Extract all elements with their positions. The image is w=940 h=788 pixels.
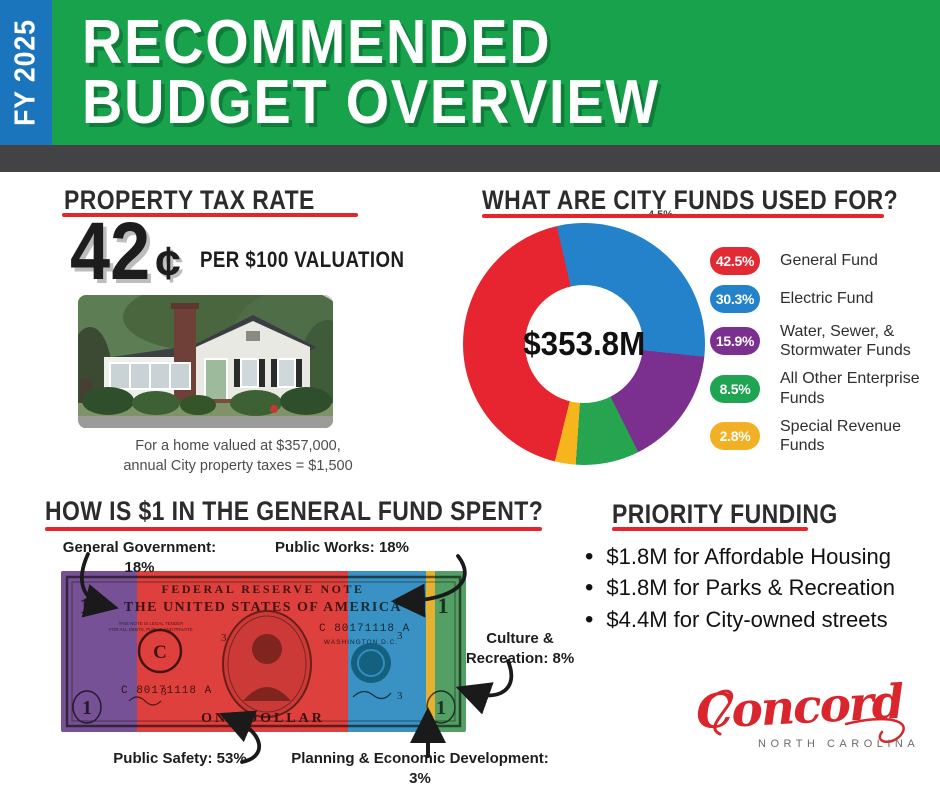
header-divider xyxy=(0,145,940,172)
label-general-government: General Government: 18% xyxy=(62,539,217,576)
dollar-bill-chart: FEDERAL RESERVE NOTE THE UNITED STATES O… xyxy=(61,571,466,732)
property-tax-underline xyxy=(62,213,358,217)
segment-public-works xyxy=(348,571,426,732)
city-funds-donut-chart: $353.8M xyxy=(463,223,705,465)
logo-flourish xyxy=(702,689,905,744)
label-public-safety: Public Safety: 53% xyxy=(113,750,247,767)
bullet-icon: • xyxy=(585,605,594,633)
priority-funding-underline xyxy=(612,527,808,531)
property-tax-heading: PROPERTY TAX RATE xyxy=(64,185,315,215)
segment-public-safety xyxy=(137,571,348,732)
percent-badge: 30.3% xyxy=(710,284,760,313)
fiscal-year-label: FY 2025 xyxy=(9,19,42,126)
legend-row-special-revenue: 2.8% Special Revenue Funds xyxy=(710,417,935,455)
list-item: • $1.8M for Affordable Housing xyxy=(585,543,891,570)
legend-row-electric-fund: 30.3% Electric Fund xyxy=(710,284,935,313)
page-title-line2: BUDGET OVERVIEW xyxy=(82,68,660,137)
priority-funding-heading: PRIORITY FUNDING xyxy=(612,499,838,529)
donut-legend: 42.5% General Fund 30.3% Electric Fund 1… xyxy=(710,246,935,455)
list-item: • $1.8M for Parks & Recreation xyxy=(585,574,895,602)
segment-planning xyxy=(426,571,435,732)
donut-hole: $353.8M xyxy=(522,285,646,403)
tax-rate-number: 42 xyxy=(70,206,151,297)
city-funds-heading: WHAT ARE CITY FUNDS USED FOR? xyxy=(482,185,899,215)
priority-funding-list: • $1.8M for Affordable Housing • $1.8M f… xyxy=(585,543,935,638)
legend-row-general-fund: 42.5% General Fund xyxy=(710,246,935,275)
legend-row-enterprise: 8.5% All Other Enterprise Funds xyxy=(710,369,935,407)
general-fund-underline xyxy=(45,527,542,531)
label-planning: Planning & Economic Development: 3% xyxy=(291,750,549,787)
bullet-icon: • xyxy=(585,543,594,570)
tax-rate-unit: PER $100 VALUATION xyxy=(200,247,405,272)
percent-badge: 15.9% xyxy=(710,327,760,356)
concord-logo: Concord NORTH CAROLINA xyxy=(686,674,926,768)
cent-symbol: ¢ xyxy=(155,237,181,290)
fiscal-year-strip: FY 2025 xyxy=(0,0,52,145)
city-funds-underline xyxy=(482,214,884,218)
legend-row-water-sewer: 15.9% Water, Sewer, & Stormwater Funds xyxy=(710,322,935,360)
percent-badge: 8.5% xyxy=(710,374,760,403)
general-fund-heading: HOW IS $1 IN THE GENERAL FUND SPENT? xyxy=(45,496,544,526)
tax-rate: 42 ¢ xyxy=(70,206,181,297)
page-title-line1: RECOMMENDED xyxy=(82,8,552,77)
house-photo xyxy=(78,295,333,428)
segment-general-government xyxy=(61,571,137,732)
percent-badge: 42.5% xyxy=(710,246,760,275)
logo-wordmark: Concord xyxy=(694,674,904,741)
logo-subtitle: NORTH CAROLINA xyxy=(758,738,920,750)
percent-badge: 2.8% xyxy=(710,421,760,450)
total-budget-label: $353.8M xyxy=(522,325,646,362)
header-band xyxy=(0,0,940,145)
list-item: • $4.4M for City-owned streets xyxy=(585,605,888,633)
tax-caption: For a home valued at $357,000, annual Ci… xyxy=(123,438,353,474)
label-public-works: Public Works: 18% xyxy=(275,539,409,556)
bullet-icon: • xyxy=(585,574,594,602)
label-culture-recreation: Culture & Recreation: 8% xyxy=(465,630,575,667)
